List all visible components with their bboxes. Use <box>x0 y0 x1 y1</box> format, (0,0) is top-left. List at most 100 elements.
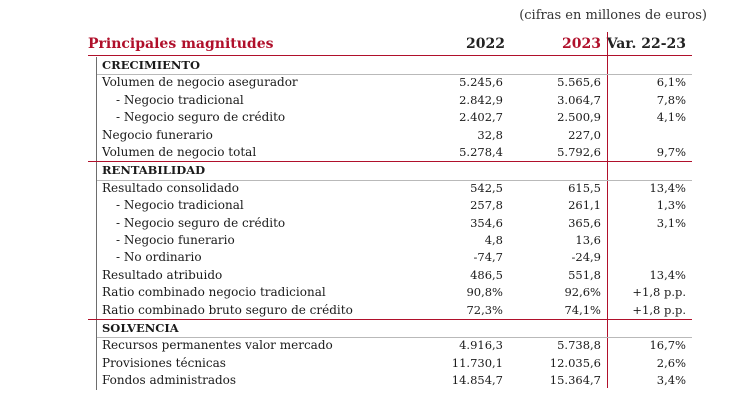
table-row: Ratio combinado bruto seguro de crédito 7… <box>88 302 692 319</box>
table-row: - Negocio seguro de crédito 354,6 365,6 3,1… <box>88 215 692 232</box>
header-divider <box>88 55 692 56</box>
value-variation: +1,8 p.p. <box>632 285 686 300</box>
value-2023: 13,6 <box>575 233 601 247</box>
value-variation: 16,7% <box>649 338 686 353</box>
value-2022: 354,6 <box>470 215 503 230</box>
table-row: - Negocio seguro de crédito 2.402,7 2.500,… <box>88 109 692 126</box>
section-title-rule <box>96 74 692 76</box>
highlight-column-divider <box>607 32 608 388</box>
column-header-2022: 2022 <box>466 36 505 52</box>
value-2023: 74,1% <box>564 302 601 317</box>
section-left-border <box>96 162 97 319</box>
row-label: Resultado consolidado <box>102 180 240 195</box>
row-label: - No ordinario <box>116 250 202 265</box>
value-2022: 486,5 <box>470 267 503 282</box>
units-note: (cifras en millones de euros) <box>519 8 707 23</box>
row-label: Volumen de negocio total <box>102 145 257 159</box>
table-row: - Negocio tradicional 2.842,9 3.064,7 7,8% <box>88 92 692 109</box>
value-2023: 227,0 <box>568 127 601 142</box>
magnitudes-table: Principales magnitudes 2022 2023 Var. 22… <box>88 32 692 390</box>
row-label: - Negocio funerario <box>116 233 235 247</box>
value-2023: 5.792,6 <box>557 145 601 159</box>
section-header-row: RENTABILIDAD <box>88 162 692 179</box>
table-row: Recursos permanentes valor mercado 4.916,… <box>88 337 692 354</box>
table-row: Provisiones técnicas 11.730,1 12.035,6 2,6% <box>88 355 692 372</box>
table-row: Ratio combinado negocio tradicional 90,8%… <box>88 284 692 301</box>
section-title-rule <box>96 179 692 181</box>
value-2022: 5.245,6 <box>459 75 503 90</box>
value-2023: 551,8 <box>568 267 601 282</box>
value-variation: 2,6% <box>656 355 686 370</box>
value-2023: 15.364,7 <box>549 373 601 388</box>
value-variation: 6,1% <box>656 75 686 90</box>
table-row: Fondos administrados 14.854,7 15.364,7 3,4% <box>88 372 692 389</box>
section-divider <box>88 319 692 320</box>
value-2022: 2.842,9 <box>459 92 503 107</box>
table-row: Resultado atribuido 486,5 551,8 13,4% <box>88 267 692 284</box>
value-2023: 365,6 <box>568 215 601 230</box>
value-2022: 257,8 <box>470 198 503 213</box>
value-2022: 14.854,7 <box>451 373 503 388</box>
table-row: - Negocio tradicional 257,8 261,1 1,3% <box>88 197 692 214</box>
table-row: Negocio funerario 32,8 227,0 <box>88 127 692 144</box>
value-variation: 7,8% <box>656 92 686 107</box>
section-left-border <box>96 320 97 390</box>
column-header-2023: 2023 <box>562 36 601 52</box>
table-row: Volumen de negocio asegurador 5.245,6 5.56… <box>88 74 692 91</box>
row-label: Negocio funerario <box>102 127 213 142</box>
value-2022: 542,5 <box>470 180 503 195</box>
value-2022: 90,8% <box>466 285 503 300</box>
row-label: - Negocio tradicional <box>116 92 244 107</box>
table-row: Volumen de negocio total 5.278,4 5.792,6 9,… <box>88 144 692 161</box>
value-variation: 3,4% <box>656 373 686 388</box>
section-title: CRECIMIENTO <box>102 58 200 72</box>
row-label: Ratio combinado bruto seguro de crédito <box>102 302 353 317</box>
value-2023: 2.500,9 <box>557 110 601 125</box>
row-label: Volumen de negocio asegurador <box>102 75 298 90</box>
value-2023: 615,5 <box>568 180 601 195</box>
section-header-row: CRECIMIENTO <box>88 57 692 74</box>
section-left-border <box>96 57 97 162</box>
value-variation: 13,4% <box>649 267 686 282</box>
value-variation: 9,7% <box>656 145 686 159</box>
value-variation: 3,1% <box>656 215 686 230</box>
value-variation: 4,1% <box>656 110 686 125</box>
value-2023: 5.738,8 <box>557 338 601 353</box>
value-2022: 72,3% <box>466 302 503 317</box>
value-2023: -24,9 <box>571 250 602 265</box>
table-row: - Negocio funerario 4,8 13,6 <box>88 232 692 249</box>
section-title: RENTABILIDAD <box>102 163 206 178</box>
column-header-variation: Var. 22-23 <box>606 36 686 52</box>
value-2022: 4.916,3 <box>459 338 503 353</box>
table-header: Principales magnitudes 2022 2023 Var. 22… <box>88 36 692 56</box>
value-2022: 4,8 <box>484 233 503 247</box>
value-variation: 13,4% <box>649 180 686 195</box>
value-variation: +1,8 p.p. <box>632 302 686 317</box>
table-row: Resultado consolidado 542,5 615,5 13,4% <box>88 180 692 197</box>
value-2023: 12.035,6 <box>549 355 601 370</box>
row-label: - Negocio seguro de crédito <box>116 215 286 230</box>
table-title: Principales magnitudes <box>88 36 274 52</box>
row-label: - Negocio seguro de crédito <box>116 110 286 125</box>
row-label: Fondos administrados <box>102 373 237 388</box>
row-label: Provisiones técnicas <box>102 355 226 370</box>
row-label: Ratio combinado negocio tradicional <box>102 285 326 300</box>
value-2022: 2.402,7 <box>459 110 503 125</box>
value-variation: 1,3% <box>656 198 686 213</box>
value-2023: 3.064,7 <box>557 92 601 107</box>
value-2023: 261,1 <box>568 198 601 213</box>
section-title-rule <box>96 337 692 339</box>
value-2023: 92,6% <box>564 285 601 300</box>
section-title: SOLVENCIA <box>102 321 179 335</box>
value-2022: 5.278,4 <box>459 145 503 159</box>
value-2022: -74,7 <box>473 250 504 265</box>
row-label: - Negocio tradicional <box>116 198 244 213</box>
section-header-row: SOLVENCIA <box>88 320 692 337</box>
value-2022: 32,8 <box>477 127 503 142</box>
table-row: - No ordinario -74,7 -24,9 <box>88 249 692 266</box>
value-2023: 5.565,6 <box>557 75 601 90</box>
row-label: Recursos permanentes valor mercado <box>102 338 333 353</box>
section-divider <box>88 161 692 163</box>
row-label: Resultado atribuido <box>102 267 223 282</box>
value-2022: 11.730,1 <box>451 355 503 370</box>
